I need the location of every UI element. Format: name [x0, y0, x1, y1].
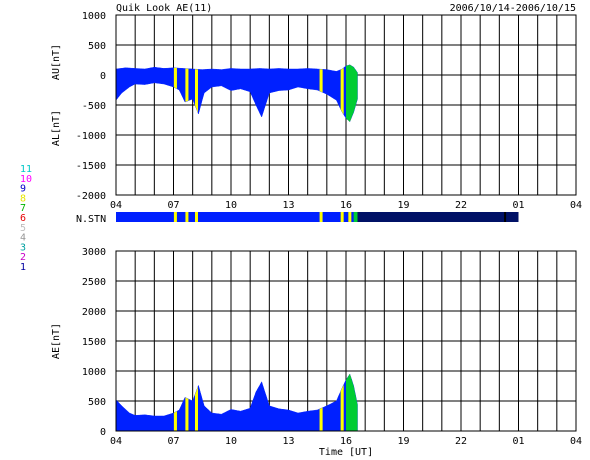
nstn-green-mark — [353, 212, 358, 222]
bottom-data — [115, 373, 358, 432]
yellow-band — [340, 67, 344, 115]
date-range: 2006/10/14-2006/10/15 — [450, 3, 576, 14]
x-tick-label: 22 — [455, 436, 467, 447]
legend-station-4: 4 — [20, 233, 26, 244]
x-tick-label: 01 — [512, 200, 524, 211]
x-tick-label: 16 — [340, 436, 352, 447]
top-x-tick-labels: 04 07 10 13 16 19 22 01 04 — [110, 200, 582, 211]
x-tick-label: 10 — [225, 436, 237, 447]
nstn-yellow-mark — [185, 212, 189, 222]
nstn-yellow-mark — [173, 212, 177, 222]
ae-axis-label: AE[nT] — [51, 323, 62, 359]
yellow-band — [194, 386, 199, 431]
legend-station-7: 7 — [20, 203, 26, 214]
x-tick-label: 13 — [282, 436, 294, 447]
y-tick-label: 2000 — [82, 307, 106, 318]
nstn-segment-navy — [357, 212, 519, 222]
y-tick-label: 1500 — [82, 337, 106, 348]
x-tick-label: 04 — [570, 436, 582, 447]
x-tick-label: 10 — [225, 200, 237, 211]
nstn-black-mark — [504, 212, 507, 222]
green-band — [346, 374, 358, 431]
yellow-band — [173, 411, 177, 431]
bottom-y-tick-labels: 3000 2500 2000 1500 1000 500 0 — [82, 247, 106, 438]
green-band — [346, 64, 358, 122]
legend-station-10: 10 — [20, 174, 32, 185]
yellow-band — [340, 384, 344, 431]
legend-station-1: 1 — [20, 262, 26, 273]
station-count-bar — [116, 212, 519, 222]
y-tick-label: -1500 — [76, 161, 106, 172]
y-tick-label: 3000 — [82, 247, 106, 258]
x-tick-label: 04 — [110, 200, 122, 211]
x-tick-label: 07 — [167, 436, 179, 447]
x-tick-label: 07 — [167, 200, 179, 211]
bottom-x-tick-labels: 04 07 10 13 16 19 22 01 04 — [110, 436, 582, 447]
bottom-grid — [116, 251, 576, 431]
top-panel: 1000 500 0 -500 -1000 -1500 -2000 04 07 10 13 16 19… — [51, 11, 582, 211]
yellow-band — [185, 68, 189, 102]
y-tick-label: -1000 — [76, 131, 106, 142]
x-tick-label: 22 — [455, 200, 467, 211]
y-tick-label: -2000 — [76, 191, 106, 202]
bottom-frame — [115, 250, 577, 432]
y-tick-label: 2500 — [82, 277, 106, 288]
al-axis-label: AL[nT] — [51, 110, 62, 146]
y-tick-label: 0 — [100, 71, 106, 82]
yellow-band — [319, 69, 323, 93]
legend-station-11: 11 — [20, 164, 32, 175]
legend-station-8: 8 — [20, 193, 26, 204]
legend-station-2: 2 — [20, 252, 26, 263]
nstn-yellow-mark — [340, 212, 344, 222]
nstn-yellow-mark — [195, 212, 198, 222]
legend-station-5: 5 — [20, 223, 26, 234]
x-tick-label: 01 — [512, 436, 524, 447]
au-axis-label: AU[nT] — [51, 44, 62, 80]
y-tick-label: 0 — [100, 427, 106, 438]
y-tick-label: 500 — [88, 41, 106, 52]
x-tick-label: 13 — [282, 200, 294, 211]
nstn-label: N.STN — [76, 214, 106, 225]
nstn-yellow-mark — [319, 212, 323, 222]
yellow-band — [185, 397, 189, 431]
x-tick-label: 19 — [397, 200, 409, 211]
legend-station-6: 6 — [20, 213, 26, 224]
chart-title: Quik Look AE(11) — [116, 3, 212, 14]
yellow-band — [173, 67, 177, 89]
y-tick-label: 1000 — [82, 367, 106, 378]
yellow-band — [319, 407, 323, 431]
nstn-yellow-mark — [348, 212, 352, 222]
x-tick-label: 16 — [340, 200, 352, 211]
x-tick-label: 19 — [397, 436, 409, 447]
top-y-tick-labels: 1000 500 0 -500 -1000 -1500 -2000 — [76, 11, 106, 202]
y-tick-label: 500 — [88, 397, 106, 408]
y-tick-label: 1000 — [82, 11, 106, 22]
x-tick-label: 04 — [570, 200, 582, 211]
legend-station-9: 9 — [20, 184, 26, 195]
time-axis-label: Time [UT] — [319, 447, 373, 458]
y-tick-label: -500 — [82, 101, 106, 112]
x-tick-label: 04 — [110, 436, 122, 447]
nstn-segment-blue — [116, 212, 358, 222]
yellow-band — [194, 69, 199, 113]
top-data — [115, 64, 358, 123]
legend-station-3: 3 — [20, 242, 26, 253]
top-frame — [115, 14, 577, 196]
